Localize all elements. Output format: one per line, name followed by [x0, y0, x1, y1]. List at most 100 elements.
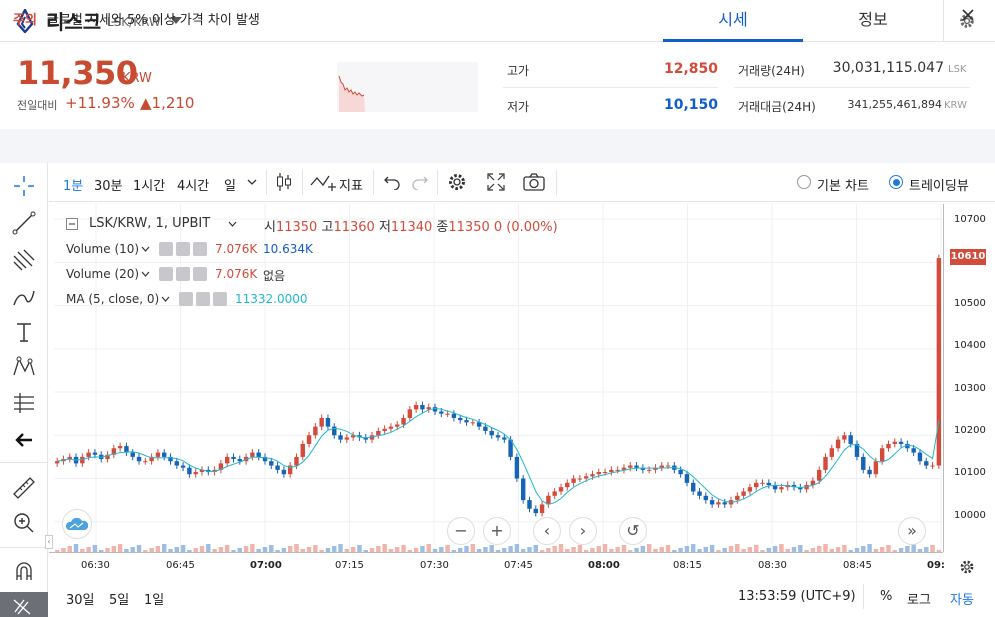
price-axis[interactable]	[943, 204, 995, 552]
percent-toggle[interactable]: %	[880, 589, 893, 604]
scroll-left-button[interactable]: ‹	[533, 517, 561, 545]
eye-icon[interactable]	[159, 267, 173, 281]
reset-chart-button[interactable]: ↺	[619, 517, 647, 545]
interval-1m[interactable]: 1분	[63, 179, 84, 194]
camera-icon[interactable]	[522, 172, 546, 192]
volume-bar	[212, 549, 217, 552]
log-toggle[interactable]: 로그	[907, 593, 931, 608]
indicators-button[interactable]: 지표	[339, 179, 363, 194]
candle	[766, 482, 772, 485]
redo-icon[interactable]	[411, 174, 429, 190]
undo-icon[interactable]	[383, 174, 401, 190]
eye-icon[interactable]	[179, 292, 193, 306]
remove-icon[interactable]	[193, 242, 207, 256]
volume-bar	[678, 548, 683, 552]
range-30d[interactable]: 30일	[66, 593, 95, 608]
gear-icon[interactable]	[958, 558, 976, 576]
volume10-legend[interactable]: Volume (10)	[66, 242, 140, 256]
chevron-down-icon[interactable]	[141, 271, 150, 278]
candle	[432, 407, 438, 412]
legend-actions[interactable]	[159, 242, 207, 256]
pitchfork-icon[interactable]	[10, 246, 38, 274]
legend-actions[interactable]	[159, 267, 207, 281]
fullscreen-icon[interactable]	[486, 172, 506, 192]
tab-price[interactable]: 시세	[663, 0, 803, 42]
interval-4h[interactable]: 4시간	[177, 179, 210, 194]
volume-bar	[237, 548, 242, 552]
prediction-icon[interactable]	[10, 389, 38, 417]
candle	[136, 456, 142, 462]
remove-icon[interactable]	[193, 267, 207, 281]
pattern-icon[interactable]	[10, 353, 38, 381]
gear-icon[interactable]	[176, 242, 190, 256]
tab-info[interactable]: 정보	[858, 10, 888, 29]
legend-actions[interactable]	[179, 292, 227, 306]
volume-bar	[829, 549, 834, 552]
trend-line-icon[interactable]	[10, 209, 38, 237]
tradingview-logo[interactable]	[62, 509, 92, 539]
volume20-legend[interactable]: Volume (20)	[66, 267, 140, 281]
gear-icon[interactable]	[196, 292, 210, 306]
close-icon[interactable]	[961, 8, 975, 22]
interval-1d[interactable]: 일	[224, 179, 236, 194]
collapse-legend-icon[interactable]	[66, 218, 78, 230]
back-arrow-icon[interactable]	[10, 426, 38, 454]
coin-dropdown-icon[interactable]	[170, 17, 182, 24]
volume-bar	[67, 546, 72, 552]
chevron-down-icon[interactable]	[161, 296, 170, 303]
range-5d[interactable]: 5일	[109, 593, 130, 608]
text-icon[interactable]	[10, 318, 38, 346]
eye-icon[interactable]	[159, 242, 173, 256]
candle	[395, 424, 400, 427]
gear-icon[interactable]	[176, 267, 190, 281]
zoom-in-icon[interactable]	[10, 509, 38, 537]
candle	[646, 469, 652, 471]
auto-toggle[interactable]: 자동	[950, 593, 974, 608]
brush-icon[interactable]	[10, 283, 38, 311]
crosshair-icon[interactable]	[10, 172, 38, 200]
settings-button[interactable]	[943, 0, 995, 42]
ma-legend[interactable]: MA (5, close, 0)	[66, 292, 160, 306]
scroll-to-latest-button[interactable]: »	[898, 517, 926, 545]
chevron-down-icon[interactable]	[247, 178, 257, 186]
zoom-in-button[interactable]: +	[483, 517, 511, 545]
tradingview-radio[interactable]	[889, 175, 903, 189]
chevron-down-icon[interactable]	[228, 221, 237, 228]
range-1d[interactable]: 1일	[144, 593, 165, 608]
volume-bar	[596, 546, 601, 552]
volume-bar	[168, 549, 173, 552]
lock-drawings-button[interactable]	[0, 592, 48, 617]
zoom-out-button[interactable]: −	[447, 517, 475, 545]
price-chart[interactable]	[54, 204, 942, 552]
tradingview-label[interactable]: 트레이딩뷰	[909, 179, 969, 194]
volume-bar	[80, 549, 85, 552]
candle	[583, 476, 589, 479]
candle	[527, 500, 532, 509]
interval-30m[interactable]: 30분	[94, 179, 123, 194]
x-tick: 07:45	[504, 560, 533, 571]
coin-header	[0, 0, 995, 42]
candle	[829, 448, 834, 457]
candle	[313, 426, 318, 436]
volume-bar	[432, 549, 438, 552]
volume-bar	[810, 548, 816, 552]
basic-chart-label[interactable]: 기본 차트	[817, 179, 869, 194]
candle	[130, 452, 135, 457]
legend-symbol[interactable]: LSK/KRW, 1, UPBIT	[89, 216, 211, 231]
gear-icon[interactable]	[446, 171, 468, 193]
candle	[92, 452, 98, 455]
collapse-toolbar-button[interactable]: ‹	[45, 535, 53, 549]
candle	[476, 422, 482, 427]
volume-bar	[218, 547, 224, 552]
ruler-icon[interactable]	[10, 474, 38, 502]
basic-chart-radio[interactable]	[797, 175, 811, 189]
indicators-icon[interactable]	[310, 173, 336, 193]
remove-icon[interactable]	[213, 292, 227, 306]
chevron-down-icon[interactable]	[141, 246, 150, 253]
volume10-value-a: 7.076K	[215, 242, 258, 256]
time-axis[interactable]	[49, 552, 943, 578]
candle-style-icon[interactable]	[274, 171, 294, 193]
magnet-icon[interactable]	[10, 558, 38, 586]
interval-1h[interactable]: 1시간	[133, 179, 166, 194]
scroll-right-button[interactable]: ›	[569, 517, 597, 545]
